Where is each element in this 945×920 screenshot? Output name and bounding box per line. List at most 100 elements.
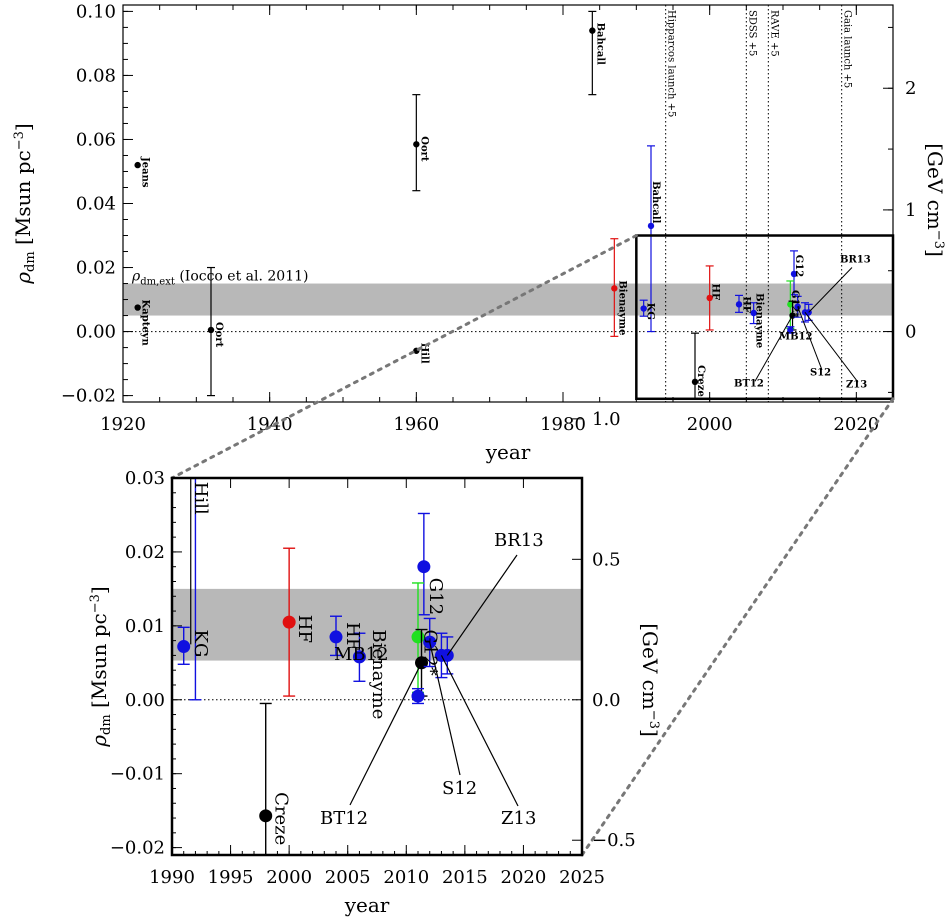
point-label: KG — [644, 303, 655, 320]
data-point — [352, 650, 366, 664]
leader-line — [349, 662, 423, 806]
point-label: G12 — [793, 255, 804, 277]
point-label: KG — [190, 630, 211, 658]
data-point — [329, 630, 343, 644]
point-label: Bahcall — [650, 181, 661, 224]
leader-line — [808, 267, 853, 313]
data-point — [413, 141, 420, 148]
point-label: Creze — [695, 365, 706, 397]
y2-tick-label: 2 — [905, 78, 916, 99]
x-tick-label: 2005 — [325, 867, 371, 888]
point-label: G12* — [789, 290, 800, 318]
zoom-connector-lines — [170, 234, 895, 857]
data-point — [735, 301, 743, 308]
y2-axis-title: [GeV cm−3] — [923, 143, 945, 257]
point-label: Creze — [271, 792, 292, 845]
leader-line — [754, 315, 793, 382]
data-point — [790, 270, 798, 278]
point-label: HF — [740, 296, 751, 313]
y-tick-label: −0.01 — [110, 764, 165, 785]
band-dm-ext — [172, 588, 582, 661]
data-point — [282, 615, 296, 629]
data-point — [750, 309, 757, 317]
leader-line — [797, 306, 823, 371]
data-point — [417, 560, 431, 574]
data-point — [640, 305, 647, 312]
y-tick-label: 0.08 — [76, 65, 116, 86]
x-tick-label: 2025 — [559, 867, 605, 888]
y-axis-title: ρdm [Msun pc−3] — [87, 586, 114, 747]
x-tick-label: 2020 — [501, 867, 547, 888]
y2-tick-label: 1.0 — [592, 409, 621, 430]
milestone-label: Gaia launch +5 — [842, 10, 853, 88]
y2-tick-label: 0 — [905, 322, 916, 343]
x-tick-label: 2010 — [383, 867, 429, 888]
data-point — [794, 303, 801, 310]
x-tick-label: 2000 — [687, 414, 733, 435]
milestone-label: RAVE +5 — [768, 10, 779, 57]
point-label: BT12 — [734, 379, 764, 390]
band-dm-ext — [123, 283, 893, 316]
point-label: BR13 — [494, 530, 544, 551]
leader-line — [429, 641, 461, 776]
point-label: HF — [342, 622, 363, 650]
x-tick-label: 2020 — [833, 414, 879, 435]
point-label: BT12 — [320, 808, 368, 829]
point-label: G12* — [419, 630, 440, 676]
point-label: Bienayme — [368, 630, 389, 720]
y2-axis-title: [GeV cm−3] — [638, 623, 662, 737]
y2-tick-label: 0.0 — [592, 690, 621, 711]
milestone-label: Hipparcos launch +5 — [666, 10, 677, 117]
y-tick-label: 0.02 — [125, 542, 165, 563]
point-label: G12 — [425, 578, 446, 615]
point-label: Bienayme — [616, 280, 627, 335]
point-label: Bienayme — [754, 293, 765, 348]
main-panel: Hipparcos launch +5 SDSS +5 RAVE +5 Gaia la… — [11, 1, 945, 464]
data-point — [589, 27, 596, 34]
zoom-connector — [580, 397, 895, 857]
x-tick-label: 2015 — [442, 867, 488, 888]
x-tick-label: 1990 — [149, 867, 195, 888]
y-tick-label: −0.02 — [61, 386, 116, 407]
leader-line — [440, 655, 519, 807]
data-point — [177, 640, 191, 654]
point-label: Z13 — [846, 380, 867, 391]
x-tick-label: 1980 — [540, 414, 586, 435]
data-point — [134, 161, 141, 169]
x-tick-label: 1995 — [208, 867, 254, 888]
data-point — [259, 809, 273, 823]
y-axis-title: ρdm [Msun pc−3] — [11, 123, 38, 284]
point-label: Hill — [418, 343, 429, 364]
data-point — [691, 378, 699, 386]
point-label: S12 — [442, 778, 477, 799]
data-point — [706, 294, 713, 302]
point-label: MB12 — [779, 332, 812, 343]
data-point — [207, 326, 215, 334]
x-tick-label: 2000 — [266, 867, 312, 888]
data-point — [647, 222, 655, 230]
y-tick-label: −0.02 — [110, 838, 165, 859]
point-label: BR13 — [840, 255, 871, 266]
point-label: Jeans — [140, 156, 151, 188]
x-axis-title: year — [344, 893, 390, 917]
x-axis-title: year — [485, 440, 531, 464]
data-point — [787, 326, 794, 334]
y2-tick-label: −0.5 — [592, 830, 636, 851]
y-tick-label: 0.04 — [76, 194, 116, 215]
point-label: Z13 — [501, 808, 536, 829]
y-tick-label: 0.10 — [76, 1, 116, 22]
point-label: S12 — [810, 368, 831, 379]
milestone-label: SDSS +5 — [746, 10, 757, 56]
data-point — [134, 304, 141, 311]
y-tick-label: 0.00 — [76, 322, 116, 343]
inset-background — [172, 478, 582, 855]
y-tick-label: 0.03 — [125, 468, 165, 489]
y2-tick-label: 0.5 — [592, 549, 621, 570]
data-point — [611, 285, 618, 292]
zoom-connector — [170, 234, 638, 480]
point-label: MB12 — [334, 644, 389, 665]
y-tick-label: 0.02 — [76, 258, 116, 279]
y-tick-label: 0.00 — [125, 690, 165, 711]
x-tick-label: 1960 — [393, 414, 439, 435]
